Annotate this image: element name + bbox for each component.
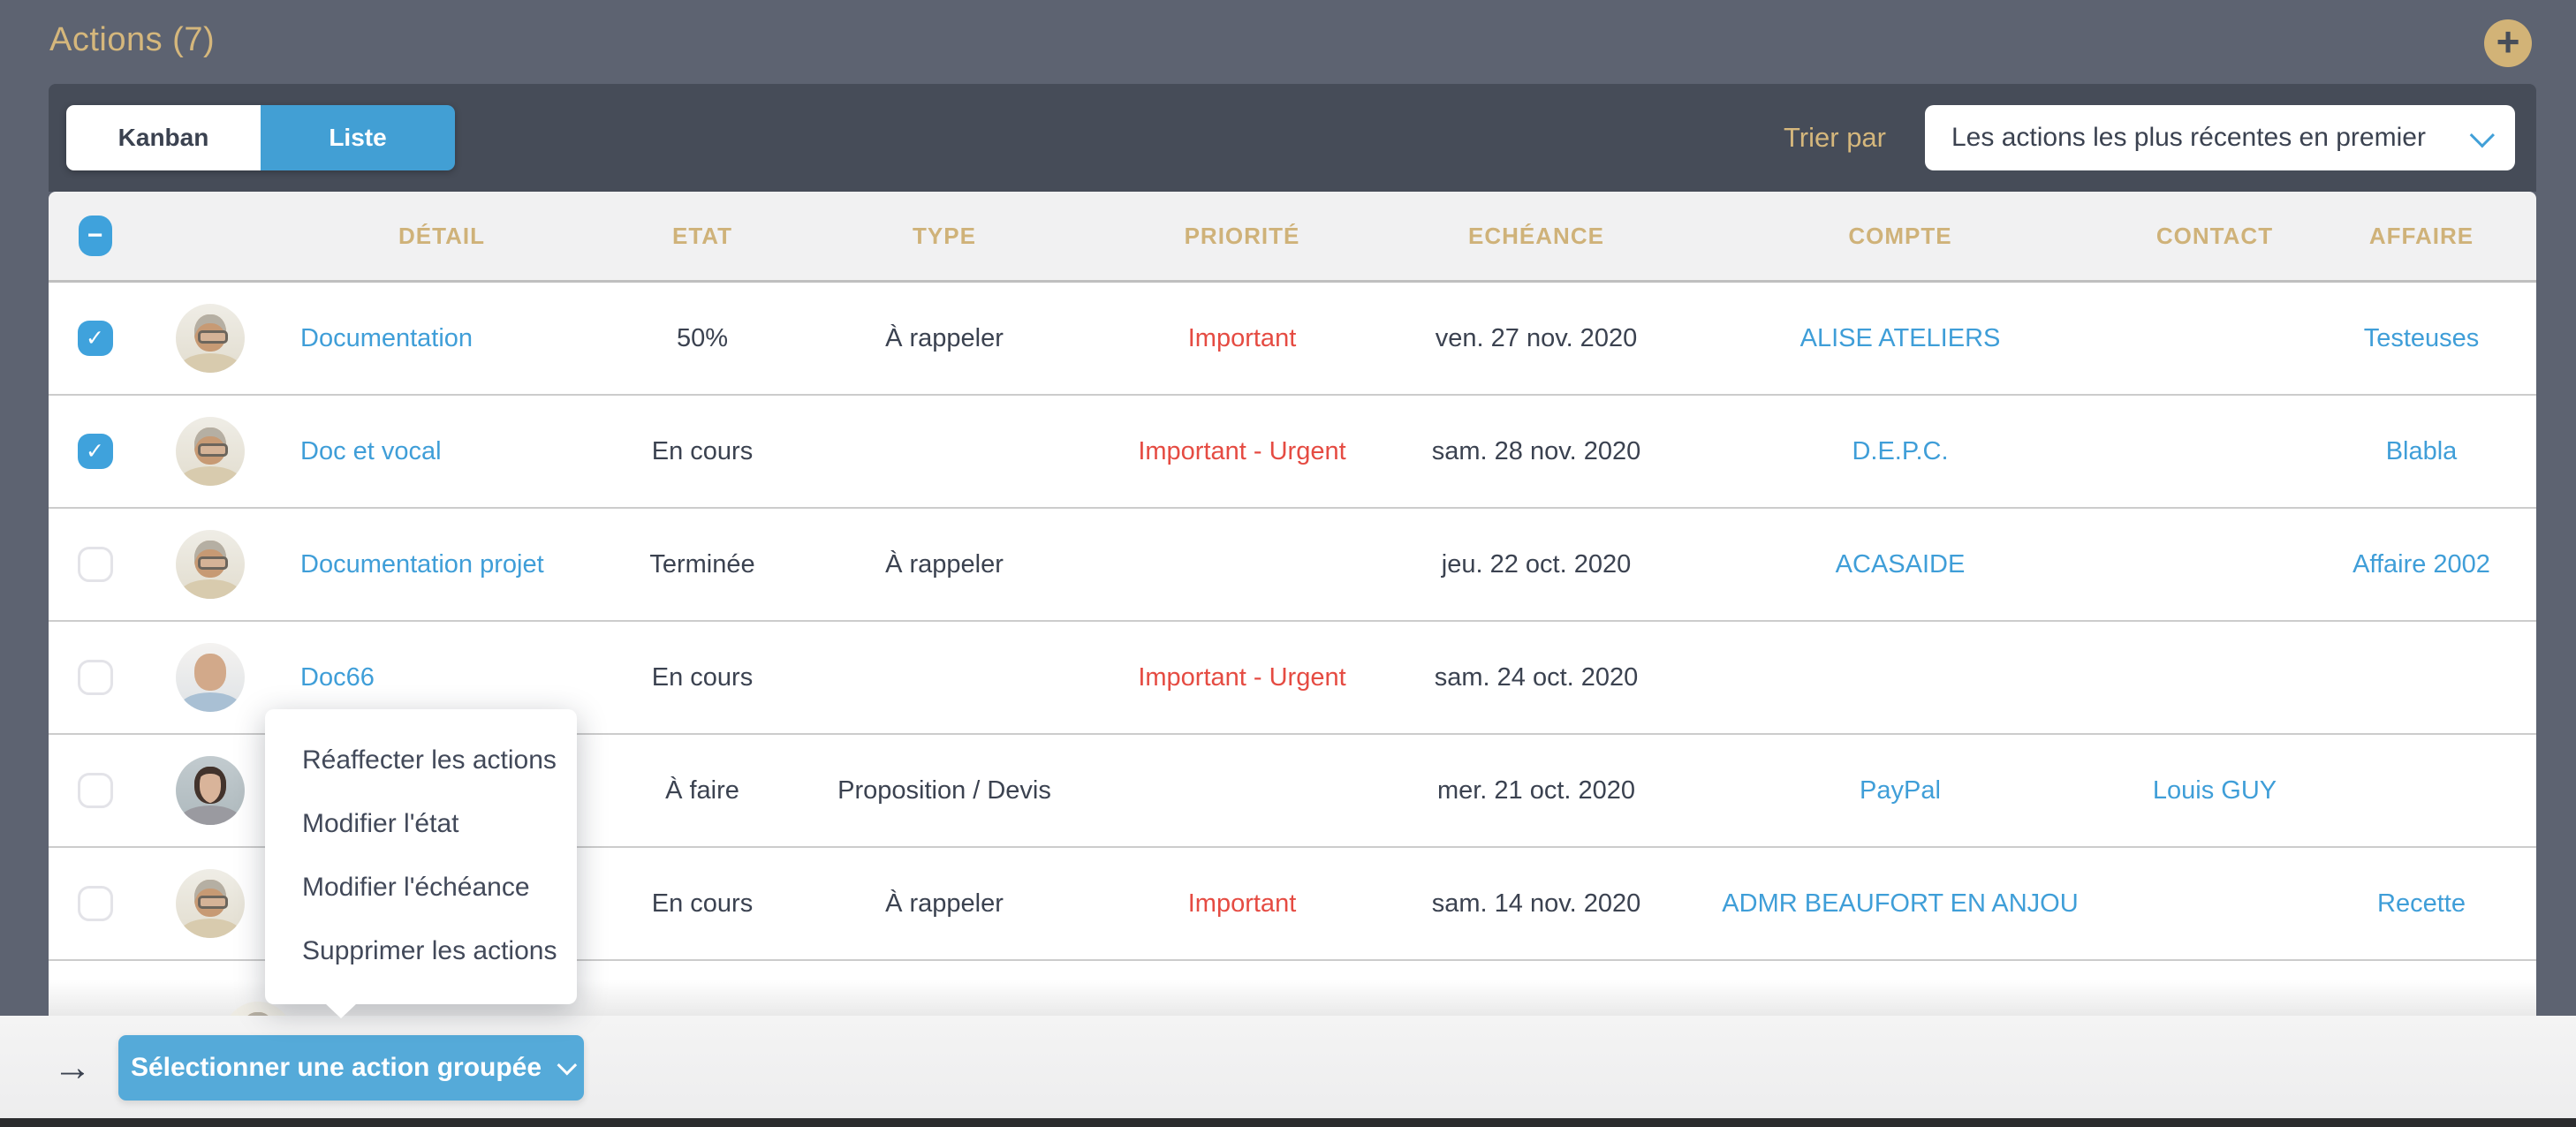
etat-cell: En cours [651,889,754,918]
row-checkbox[interactable] [77,547,113,582]
priorite-cell: Important - Urgent [1138,662,1346,692]
tab-liste[interactable]: Liste [261,105,455,170]
action-detail-link[interactable]: Doc et vocal [300,436,442,465]
plus-icon: + [2496,19,2520,64]
compte-link[interactable]: ACASAIDE [1835,549,1966,579]
menu-item-modifier-echeance[interactable]: Modifier l'échéance [302,873,530,902]
etat-cell: À faire [665,775,739,805]
chevron-down-icon [557,1055,578,1075]
row-checkbox[interactable] [77,886,113,921]
compte-link[interactable]: PayPal [1860,775,1941,805]
action-detail-link[interactable]: Documentation projet [300,549,544,579]
priorite-cell: Important - Urgent [1138,436,1346,465]
affaire-link[interactable]: Blabla [2385,436,2458,465]
check-icon: ✓ [86,439,104,464]
col-compte: COMPTE [1848,222,1952,249]
sort-group: Trier par Les actions les plus récentes … [1784,105,2515,170]
col-affaire: AFFAIRE [2368,222,2474,249]
avatar [175,530,245,599]
avatar [175,304,245,373]
footer-action-bar: → Sélectionner une action groupée [0,1016,2576,1119]
echeance-cell: mer. 21 oct. 2020 [1436,775,1636,805]
actions-panel: Kanban Liste Trier par Les actions les p… [49,84,2536,1016]
check-icon: ✓ [86,326,104,351]
echeance-cell: jeu. 22 oct. 2020 [1441,549,1632,579]
col-type: TYPE [913,222,976,249]
type-cell: Proposition / Devis [837,775,1051,805]
action-detail-link[interactable]: Doc66 [300,662,375,692]
tab-kanban[interactable]: Kanban [66,105,261,170]
priorite-cell: Important [1187,323,1297,352]
sort-selected-value: Les actions les plus récentes en premier [1951,123,2426,152]
col-contact: CONTACT [2156,222,2274,249]
table-row: ✓ Doc et vocal En cours Important - Urge… [49,396,2536,509]
table-row: Documentation projet Terminée À rappeler… [49,509,2536,622]
table-header: − DÉTAIL ETAT TYPE PRIORITÉ ECHÉANCE COM… [49,192,2536,283]
avatar [175,417,245,486]
etat-cell: En cours [651,436,754,465]
compte-link[interactable]: ADMR BEAUFORT EN ANJOU [1722,889,2079,918]
grouped-action-menu: Réaffecter les actions Modifier l'état M… [265,709,577,1018]
bottom-edge-strip [0,1118,2576,1127]
view-toggle: Kanban Liste [66,105,455,170]
avatar [175,869,245,938]
echeance-cell: ven. 27 nov. 2020 [1435,323,1638,352]
row-checkbox[interactable] [77,773,113,808]
menu-item-reaffecter[interactable]: Réaffecter les actions [302,745,557,775]
table-row: Doc66 En cours Important - Urgent sam. 2… [49,622,2536,735]
compte-link[interactable]: ALISE ATELIERS [1799,323,2001,352]
etat-cell: En cours [651,662,754,692]
etat-cell: Terminée [649,549,755,579]
col-echeance: ECHÉANCE [1468,222,1604,249]
grouped-action-button-label: Sélectionner une action groupée [130,1052,542,1082]
add-action-button[interactable]: + [2484,19,2532,67]
row-checkbox[interactable] [77,660,113,695]
menu-item-supprimer[interactable]: Supprimer les actions [302,936,557,965]
priorite-cell: Important [1187,889,1297,918]
arrow-right-icon[interactable]: → [53,1045,92,1089]
affaire-link[interactable]: Affaire 2002 [2352,549,2490,579]
action-detail-link[interactable]: Documentation [300,323,474,352]
menu-item-modifier-etat[interactable]: Modifier l'état [302,809,459,838]
echeance-cell: sam. 14 nov. 2020 [1431,889,1641,918]
avatar [175,756,245,825]
row-checkbox[interactable]: ✓ [77,321,113,356]
sort-select[interactable]: Les actions les plus récentes en premier [1925,105,2515,170]
affaire-link[interactable]: Recette [2377,889,2466,918]
col-detail: DÉTAIL [398,222,485,249]
page-title: Actions (7) [49,21,216,58]
avatar [175,643,245,712]
col-priorite: PRIORITÉ [1184,222,1300,249]
minus-icon: − [87,221,103,250]
col-etat: ETAT [671,222,733,249]
type-cell: À rappeler [885,889,1004,918]
select-all-checkbox[interactable]: − [78,216,112,256]
echeance-cell: sam. 24 oct. 2020 [1434,662,1639,692]
type-cell: À rappeler [885,323,1004,352]
type-cell: À rappeler [885,549,1004,579]
contact-link[interactable]: Louis GUY [2152,775,2277,805]
table-row: ✓ Documentation 50% À rappeler Important… [49,283,2536,396]
compte-link[interactable]: D.E.P.C. [1852,436,1949,465]
row-checkbox[interactable]: ✓ [77,434,113,469]
sort-label: Trier par [1784,122,1886,153]
echeance-cell: sam. 28 nov. 2020 [1431,436,1641,465]
chevron-down-icon [2469,123,2495,148]
etat-cell: 50% [676,323,729,352]
affaire-link[interactable]: Testeuses [2363,323,2480,352]
grouped-action-button[interactable]: Sélectionner une action groupée [118,1034,584,1101]
list-toolbar: Kanban Liste Trier par Les actions les p… [49,84,2536,192]
